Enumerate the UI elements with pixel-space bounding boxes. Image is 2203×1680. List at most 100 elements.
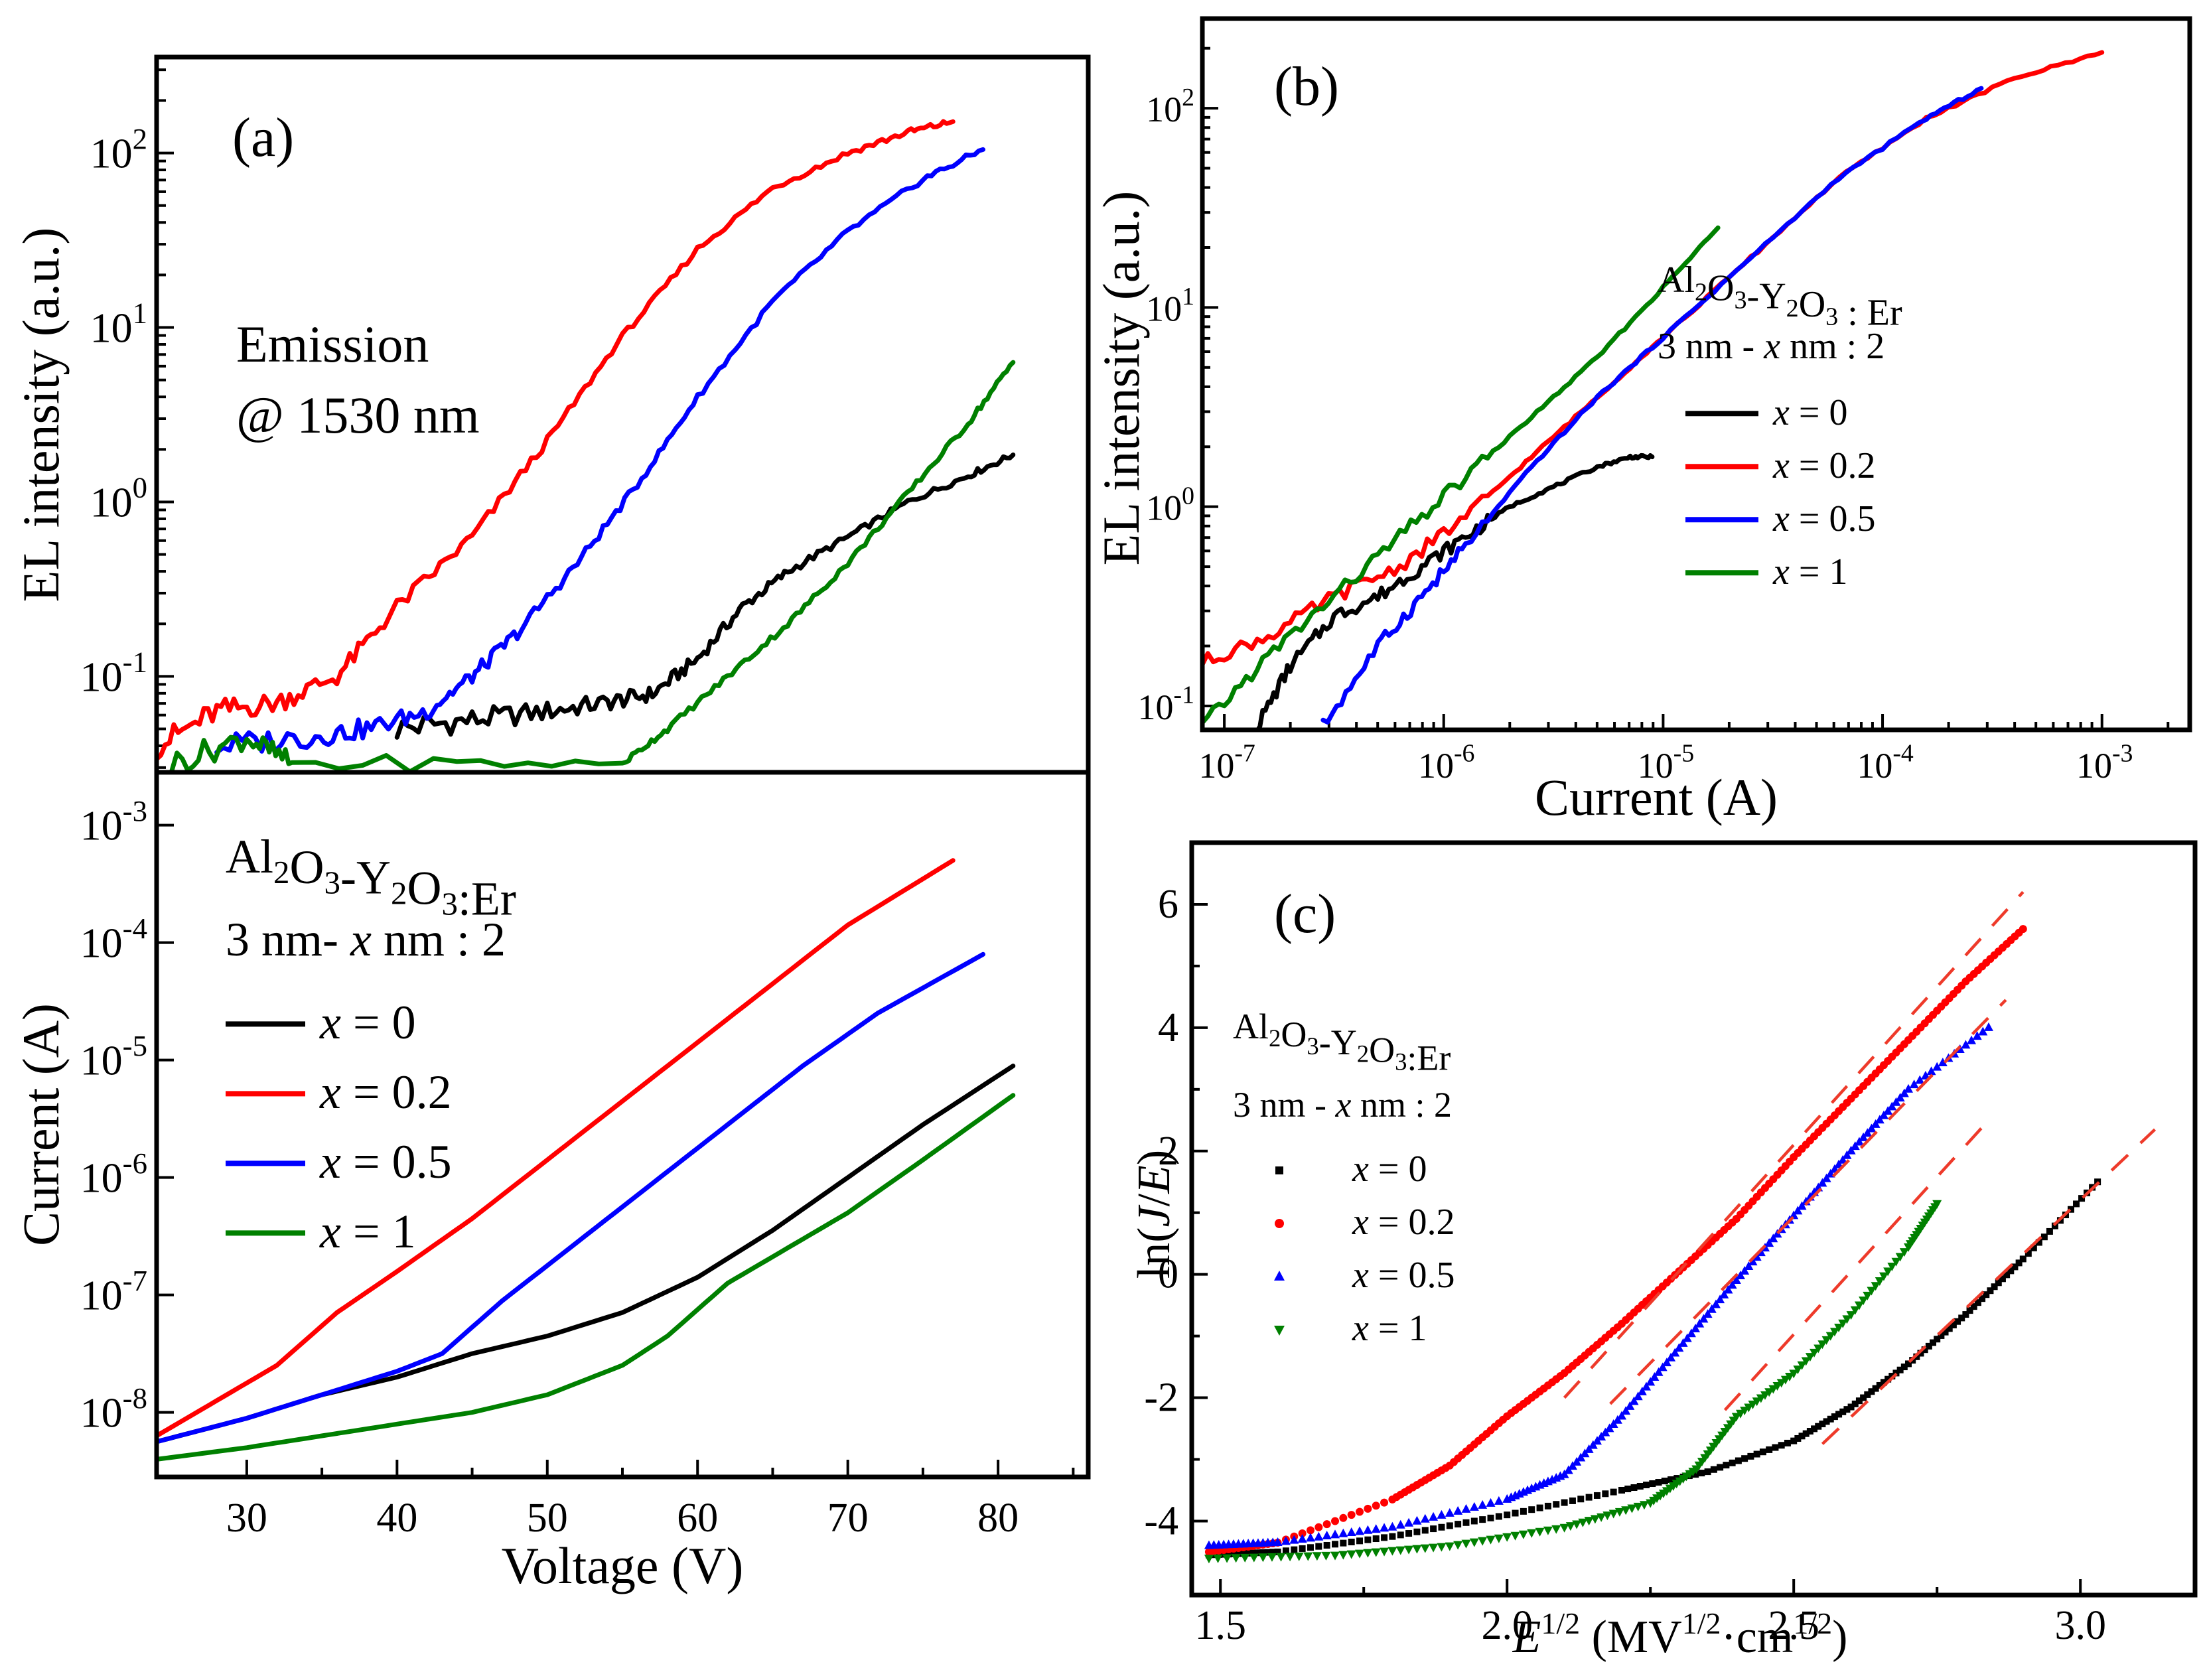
data-point-x1 <box>1578 1518 1588 1527</box>
data-point-x1 <box>1838 1319 1848 1328</box>
fit-line <box>1609 999 2007 1405</box>
data-point-x0.5 <box>1854 1137 1864 1146</box>
data-point-x0 <box>1855 1397 1863 1405</box>
panel-c-fn-plot: 1.5 2.0 2.5 3.0 -4 -2 0 2 4 6 (c) Al2O3-Y2O3:Er 3 nm… <box>1129 840 2198 1663</box>
data-point-x1 <box>1854 1301 1864 1310</box>
data-point-x1 <box>1240 1553 1250 1563</box>
data-point-x0.5 <box>1932 1062 1942 1071</box>
legend-label-x1: x = 1 <box>1352 1308 1427 1349</box>
legend-label-x0.2: x = 0.2 <box>1352 1202 1455 1243</box>
data-point-x1 <box>1222 1554 1232 1563</box>
panel-label: (c) <box>1274 883 1336 945</box>
data-point-x0 <box>1528 1506 1535 1513</box>
data-point-x0.2 <box>1347 1511 1356 1519</box>
data-point-x0 <box>1264 1549 1271 1556</box>
data-point-x0.5 <box>1355 1526 1365 1535</box>
data-point-x0.5 <box>1478 1500 1488 1509</box>
data-point-x0 <box>1655 1479 1662 1486</box>
data-point-x0.2 <box>1322 1520 1331 1529</box>
data-point-x1 <box>1502 1533 1512 1542</box>
data-point-x0.5 <box>1646 1377 1656 1386</box>
data-point-x0 <box>1995 1279 2002 1287</box>
data-point-x1 <box>1608 1509 1618 1519</box>
panel-b-el-vs-current: 10-7 10-6 10-5 10-4 10-3 10-1 100 101 102 (b) Al2O… <box>1092 16 2192 826</box>
y-tick-label: 6 <box>1158 882 1178 927</box>
data-point-x0 <box>1860 1394 1867 1401</box>
data-point-x0.5 <box>1915 1075 1925 1084</box>
legend-title-formula: Al2O3-Y2O3 : Er <box>1658 259 1902 333</box>
data-point-x0.5 <box>1719 1289 1729 1298</box>
fit-line <box>1723 1119 1990 1411</box>
x-tick-label: 50 <box>527 1496 568 1541</box>
x-tick-label: 40 <box>376 1496 417 1541</box>
data-point-x0.5 <box>1797 1201 1807 1210</box>
panel-label: (b) <box>1274 56 1339 117</box>
series-line-x0.2 <box>154 858 956 1438</box>
data-point-x1 <box>1267 1553 1277 1562</box>
data-point-x1 <box>1231 1554 1241 1563</box>
data-point-x0 <box>1896 1366 1904 1373</box>
data-point-x0.5 <box>1338 1528 1348 1537</box>
data-point-x0 <box>1249 1549 1257 1557</box>
data-point-x1 <box>1829 1328 1839 1337</box>
data-point-x1 <box>1387 1547 1397 1556</box>
data-point-x1 <box>1412 1545 1422 1554</box>
data-point-x0.5 <box>1938 1057 1948 1066</box>
data-point-x0.5 <box>1420 1513 1430 1523</box>
data-point-x0 <box>1593 1492 1600 1499</box>
data-point-x0 <box>2015 1259 2023 1267</box>
data-point-x0 <box>1735 1457 1742 1464</box>
data-point-x0.5 <box>1744 1261 1754 1271</box>
y-tick-label: 101 <box>90 297 147 352</box>
data-point-x1 <box>1429 1543 1439 1553</box>
data-point-x0 <box>1332 1541 1338 1548</box>
data-point-x0 <box>1624 1485 1632 1492</box>
data-point-x1 <box>1639 1501 1649 1510</box>
data-point-x0 <box>1470 1517 1478 1525</box>
x-axis-label: Current (A) <box>1535 768 1778 826</box>
data-point-x0 <box>1831 1413 1838 1421</box>
data-point-x0.5 <box>1642 1381 1652 1391</box>
data-point-x0.5 <box>1715 1295 1725 1304</box>
data-point-x0 <box>1741 1455 1748 1462</box>
data-point-x0.2 <box>1364 1504 1372 1513</box>
data-point-x1 <box>1565 1522 1575 1531</box>
data-point-x0.5 <box>1875 1115 1884 1124</box>
panel-label: (a) <box>232 107 294 169</box>
x-tick-label: 10-4 <box>1857 740 1914 786</box>
data-point-x0.2 <box>1315 1523 1323 1531</box>
data-point-x0.5 <box>1314 1531 1324 1541</box>
data-point-x0 <box>1979 1295 1986 1302</box>
data-point-x0.5 <box>1412 1515 1422 1525</box>
data-point-x0 <box>2003 1271 2011 1279</box>
x-tick-label: 10-5 <box>1638 740 1695 786</box>
data-point-x0 <box>2073 1200 2080 1208</box>
data-point-x0.5 <box>1273 1537 1283 1546</box>
data-point-x0 <box>1880 1379 1887 1386</box>
y-tick-label: 10-8 <box>80 1381 147 1436</box>
data-point-x0.5 <box>1735 1270 1745 1279</box>
data-point-x0 <box>1900 1364 1908 1371</box>
data-point-x0 <box>2046 1227 2053 1235</box>
data-point-x1 <box>1846 1311 1856 1320</box>
x-axis-label: Voltage (V) <box>502 1537 744 1594</box>
data-point-x0 <box>1544 1502 1551 1509</box>
panel-a-current-vs-voltage: 30 40 50 60 70 80 10-8 10-7 10-6 10-5 10-4 10-3 Al2O… <box>12 770 1091 1594</box>
data-point-x0.5 <box>1887 1101 1897 1111</box>
data-point-x0 <box>1692 1471 1699 1478</box>
data-point-x0 <box>1636 1483 1644 1490</box>
x-tick-label: 10-6 <box>1418 740 1475 786</box>
data-point-x0.5 <box>1486 1498 1496 1507</box>
x-tick-label: 2.0 <box>1481 1603 1533 1648</box>
data-point-x0.5 <box>1748 1257 1758 1266</box>
data-point-x0 <box>1372 1535 1380 1543</box>
y-tick-label: 101 <box>1146 283 1194 328</box>
data-point-x0.2 <box>1306 1526 1315 1535</box>
series-line-x0.5 <box>154 951 985 1444</box>
data-point-x0 <box>1704 1468 1711 1476</box>
y-tick-label: 102 <box>90 122 147 177</box>
data-point-x0 <box>1823 1418 1830 1425</box>
data-point-x1 <box>1871 1282 1881 1291</box>
data-point-x0 <box>1868 1388 1875 1395</box>
data-point-x0 <box>1876 1381 1883 1389</box>
